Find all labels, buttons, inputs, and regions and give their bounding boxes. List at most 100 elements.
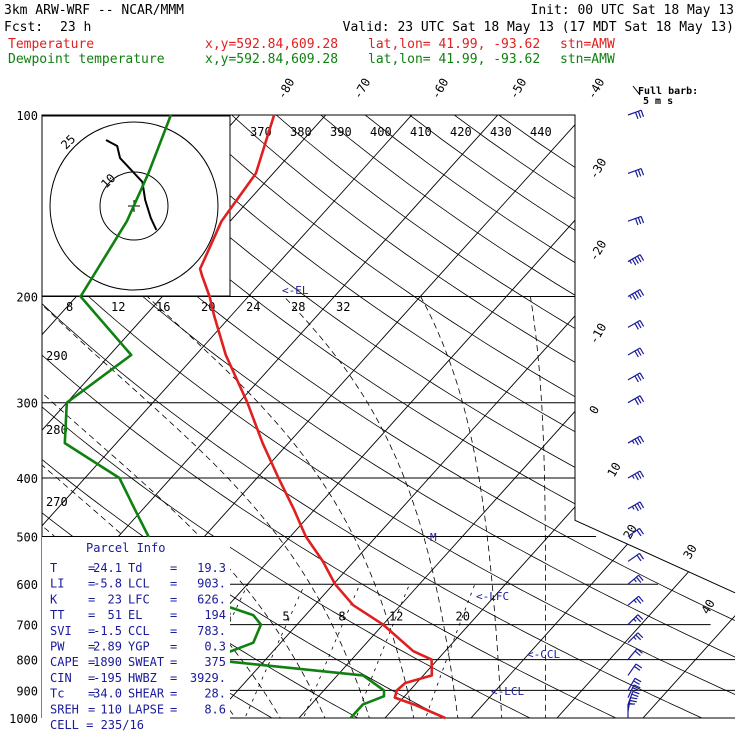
- barb-legend-line2: 5 m s: [643, 96, 673, 107]
- pressure-tick-label: 500: [16, 530, 38, 544]
- barb-half-flag: [631, 475, 635, 479]
- dry-adiabat: [498, 115, 735, 718]
- parcel-equals: =: [88, 655, 95, 669]
- parcel-equals: =: [170, 702, 177, 716]
- barb-flag: [636, 349, 642, 356]
- barb-flag: [639, 435, 645, 443]
- barb-flag: [629, 699, 637, 703]
- isotherm-line: [287, 115, 735, 718]
- parcel-param-name: CCL: [128, 624, 150, 638]
- moist-adiabat: [530, 296, 546, 718]
- theta-label: 420: [450, 125, 472, 139]
- wind-barb: [627, 215, 645, 226]
- barb-flag: [640, 110, 645, 117]
- barb-flag: [632, 690, 640, 695]
- parcel-param-name: TT: [50, 608, 64, 622]
- parcel-param-name: CIN: [50, 671, 72, 685]
- parcel-param-name: EL: [128, 608, 142, 622]
- barb-flag: [640, 216, 645, 224]
- barb-staff: [627, 552, 640, 562]
- barb-flag: [637, 169, 642, 177]
- parcel-param-value: 23: [108, 592, 122, 606]
- temperature-right-tick: -30: [586, 156, 609, 182]
- parcel-param-value: 903.: [197, 577, 226, 591]
- theta-label: 370: [250, 125, 272, 139]
- barb-flag: [634, 473, 639, 481]
- temperature-right-tick: 30: [680, 542, 699, 562]
- barb-half-flag: [629, 260, 633, 264]
- parcel-equals: =: [170, 624, 177, 638]
- moist-adiabat: [42, 296, 374, 718]
- dewpoint-legend: Dewpoint temperature: [8, 52, 165, 67]
- barb-flag: [637, 217, 642, 225]
- melting-level-marker: M: [430, 531, 437, 544]
- barb-staff: [627, 632, 639, 644]
- temperature-top-tick: -50: [506, 76, 529, 102]
- parcel-param-name: SREH: [50, 702, 79, 716]
- dry-adiabat: [42, 115, 735, 718]
- temperature-right-tick: 0: [586, 403, 602, 416]
- barb-flag: [631, 293, 637, 301]
- wind-barb: [627, 288, 645, 301]
- hodograph-ring-outer: [49, 121, 219, 291]
- wind-barb: [627, 595, 644, 606]
- parcel-param-name: YGP: [128, 640, 150, 654]
- wind-barb: [627, 109, 645, 120]
- isotherm-line: [373, 115, 735, 718]
- dewpoint-latlon: lat,lon= 41.99, -93.62: [368, 52, 540, 67]
- parcel-param-name: SHEAR: [128, 687, 165, 701]
- parcel-equals: =: [88, 640, 95, 654]
- barb-half-flag: [629, 295, 633, 299]
- parcel-param-value: -5.8: [93, 577, 122, 591]
- barb-flag: [639, 372, 645, 380]
- barb-flag: [634, 218, 639, 226]
- pressure-tick-label: 400: [16, 472, 38, 486]
- barb-flag: [633, 684, 641, 689]
- dry-adiabat: [364, 115, 735, 718]
- parcel-equals: =: [88, 671, 95, 685]
- barb-flag: [639, 320, 645, 327]
- parcel-param-name: Tc: [50, 687, 64, 701]
- pressure-tick-label: 200: [16, 291, 38, 305]
- temperature-top-tick: -70: [350, 76, 373, 102]
- parcel-param-value: 626.: [197, 592, 226, 606]
- barb-flag: [636, 529, 642, 537]
- barb-flag: [634, 350, 639, 358]
- pressure-tick-label: 100: [16, 109, 38, 123]
- pressure-tick-label: 700: [16, 619, 38, 633]
- barb-flag: [633, 665, 641, 671]
- hodograph-speed-tick: 24: [246, 300, 260, 314]
- barb-flag: [634, 292, 639, 299]
- dry-adiabat: [42, 115, 557, 718]
- parcel-equals: =: [170, 577, 177, 591]
- barb-staff: [627, 648, 638, 660]
- dry-adiabat: [42, 115, 644, 718]
- parcel-param-value: 1890: [93, 655, 122, 669]
- isotherm-line: [545, 115, 735, 718]
- parcel-equals: =: [88, 702, 95, 716]
- hodograph-speed-tick: 8: [66, 300, 73, 314]
- isotherm-line: [631, 115, 735, 718]
- barb-half-flag: [633, 636, 637, 640]
- wind-barb: [627, 632, 644, 644]
- barb-flag: [634, 375, 639, 383]
- temperature-legend: Temperature: [8, 37, 94, 52]
- barb-flag: [636, 396, 642, 404]
- hodograph-speed-tick: 16: [156, 300, 170, 314]
- barb-staff: [627, 109, 642, 116]
- temperature-right-tick: -10: [586, 321, 609, 347]
- parcel-param-name: LCL: [128, 577, 150, 591]
- barb-flag: [636, 290, 642, 298]
- barb-half-flag: [633, 578, 637, 583]
- dry-adiabat: [142, 115, 735, 718]
- barb-flag: [639, 289, 645, 296]
- barb-staff: [627, 372, 641, 381]
- barb-flag: [634, 650, 641, 657]
- barb-flag: [636, 554, 642, 562]
- wind-barb: [627, 435, 645, 446]
- parcel-info-title: Parcel Info: [86, 541, 165, 555]
- barb-half-flag: [633, 599, 637, 604]
- barb-staff: [627, 691, 634, 705]
- barb-flag: [635, 597, 642, 604]
